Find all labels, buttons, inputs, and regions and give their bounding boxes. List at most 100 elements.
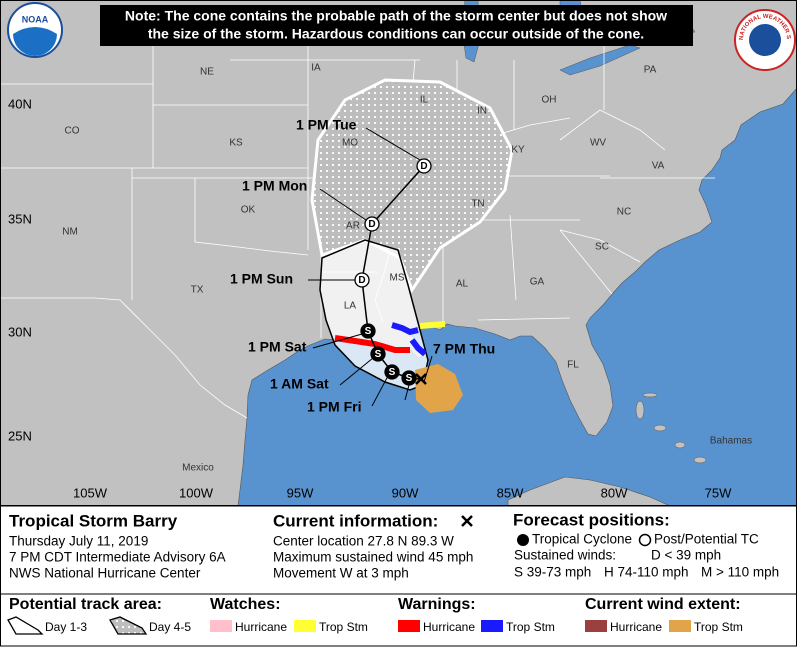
forecast-point bbox=[401, 370, 417, 386]
bahamas-islands bbox=[635, 392, 707, 464]
storm-line: 7 PM CDT Intermediate Advisory 6A bbox=[9, 550, 226, 565]
watch-ts-swatch bbox=[294, 620, 316, 632]
track-item: Day 4-5 bbox=[149, 620, 191, 634]
place-label: Mexico bbox=[182, 463, 214, 474]
info-panel: Tropical Storm Barry Thursday July 11, 2… bbox=[0, 505, 797, 647]
place-label: GA bbox=[530, 277, 545, 288]
forecast-time-label: 1 PM Tue bbox=[296, 117, 357, 133]
forecast-time-label: 1 PM Sat bbox=[248, 339, 307, 355]
place-label: NM bbox=[62, 227, 78, 238]
track-title: Potential track area: bbox=[9, 596, 162, 613]
note-box bbox=[100, 5, 693, 46]
forecast-time-label: 1 AM Sat bbox=[270, 376, 329, 392]
watch-item: Hurricane bbox=[235, 620, 287, 634]
current-position bbox=[415, 373, 427, 385]
warnings-title: Warnings: bbox=[398, 596, 476, 613]
forecast-title: Forecast positions: bbox=[513, 510, 670, 529]
watch-hurricane-swatch bbox=[210, 620, 232, 632]
longitude-label: 80W bbox=[601, 485, 628, 500]
latitude-label: 25N bbox=[8, 428, 32, 443]
place-label: OK bbox=[241, 205, 256, 216]
place-label: CO bbox=[65, 126, 80, 137]
place-label: Bahamas bbox=[710, 436, 752, 447]
place-label: VA bbox=[652, 161, 665, 172]
place-label: NE bbox=[200, 67, 214, 78]
forecast-point bbox=[416, 158, 432, 174]
current-wind-extent bbox=[415, 364, 463, 413]
place-label: SC bbox=[595, 242, 609, 253]
latitude-label: 40N bbox=[8, 96, 32, 111]
note-line: the size of the storm. Hazardous conditi… bbox=[148, 26, 644, 42]
forecast-point-letter: S bbox=[375, 349, 382, 360]
extent-ts-swatch bbox=[669, 620, 691, 632]
wind-class: M > 110 mph bbox=[701, 565, 779, 580]
wind-class: S 39-73 mph bbox=[514, 565, 591, 580]
wind-class: H 74-110 mph bbox=[604, 565, 689, 580]
storm-line: Thursday July 11, 2019 bbox=[9, 534, 148, 549]
place-label: TX bbox=[191, 285, 204, 296]
place-label: PA bbox=[644, 65, 657, 76]
forecast-time-label: 7 PM Thu bbox=[433, 341, 495, 357]
wind-class: D < 39 mph bbox=[651, 548, 721, 563]
current-line: Maximum sustained wind 45 mph bbox=[273, 550, 473, 565]
watches-title: Watches: bbox=[210, 596, 281, 613]
extent-hurricane-swatch bbox=[585, 620, 607, 632]
extent-item: Hurricane bbox=[610, 620, 662, 634]
note-line: Note: The cone contains the probable pat… bbox=[125, 8, 667, 24]
longitude-label: 105W bbox=[73, 485, 108, 500]
place-label: OH bbox=[542, 95, 557, 106]
place-label: AL bbox=[456, 279, 469, 290]
storm-line: NWS National Hurricane Center bbox=[9, 566, 201, 581]
watch-item: Trop Stm bbox=[319, 620, 368, 634]
warning-hurricane bbox=[334, 335, 410, 353]
track-item: Day 1-3 bbox=[45, 620, 87, 634]
nws-logo-center bbox=[749, 24, 781, 56]
warning-ts-swatch bbox=[481, 620, 503, 632]
place-label: FL bbox=[567, 360, 579, 371]
ptc-icon bbox=[638, 533, 652, 547]
current-line: Movement W at 3 mph bbox=[273, 566, 409, 581]
forecast-point-letter: D bbox=[368, 219, 375, 230]
place-label: IA bbox=[311, 63, 321, 74]
forecast-point-letter: S bbox=[365, 326, 372, 337]
day45-icon bbox=[109, 616, 148, 635]
forecast-point-letter: S bbox=[389, 367, 396, 378]
place-label: KS bbox=[229, 138, 243, 149]
wind-extent-title: Current wind extent: bbox=[585, 596, 741, 613]
place-label: WV bbox=[590, 138, 606, 149]
place-label: NC bbox=[617, 207, 631, 218]
watch-tropical-storm bbox=[419, 321, 446, 329]
place-label: MS bbox=[390, 273, 405, 284]
place-label: TN bbox=[471, 199, 484, 210]
place-label: LA bbox=[344, 301, 357, 312]
longitude-label: 100W bbox=[179, 485, 214, 500]
current-icon bbox=[461, 515, 473, 527]
warning-item: Hurricane bbox=[423, 620, 475, 634]
longitude-label: 85W bbox=[497, 485, 524, 500]
forecast-point bbox=[370, 346, 386, 362]
forecast-time-label: 1 PM Fri bbox=[307, 399, 361, 415]
longitude-label: 75W bbox=[705, 485, 732, 500]
noaa-text: NOAA bbox=[22, 14, 49, 24]
longitude-label: 90W bbox=[392, 485, 419, 500]
warning-hurricane-swatch bbox=[398, 620, 420, 632]
warning-tropical-storm bbox=[391, 322, 427, 357]
forecast-point bbox=[384, 364, 400, 380]
forecast-point-letter: D bbox=[420, 161, 427, 172]
latitude-label: 30N bbox=[8, 324, 32, 339]
forecast-point bbox=[360, 323, 376, 339]
place-label: IN bbox=[477, 106, 487, 117]
map bbox=[1, 1, 796, 505]
cuba bbox=[507, 476, 669, 505]
place-label: MO bbox=[342, 138, 358, 149]
winds-title: Sustained winds: bbox=[514, 548, 616, 563]
leader-lines bbox=[308, 127, 433, 407]
forecast-point bbox=[364, 216, 380, 232]
forecast-point-letter: D bbox=[358, 275, 365, 286]
current-line: Center location 27.8 N 89.3 W bbox=[273, 534, 454, 549]
warning-item: Trop Stm bbox=[506, 620, 555, 634]
storm-title: Tropical Storm Barry bbox=[9, 511, 178, 530]
place-label: AR bbox=[346, 221, 360, 232]
place-label: IL bbox=[420, 95, 429, 106]
